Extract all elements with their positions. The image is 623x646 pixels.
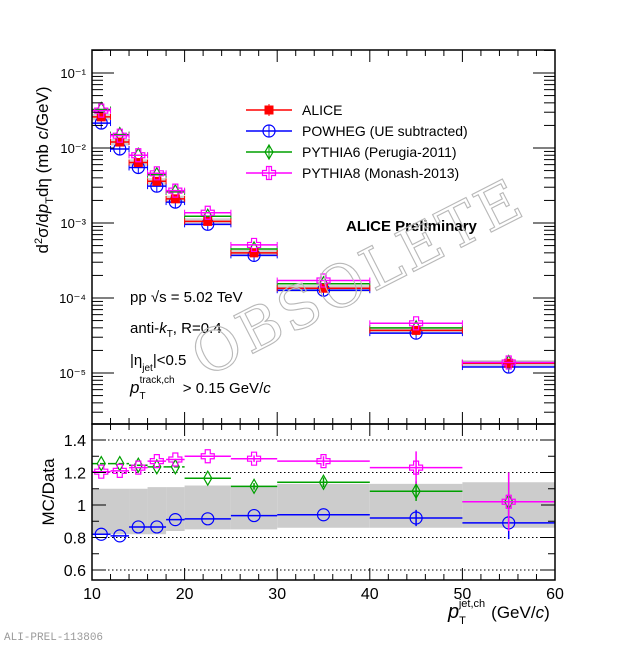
ratio-panel-frame <box>91 423 556 581</box>
pythia6-ratio-point <box>203 469 213 487</box>
pythia8-ratio-point <box>112 463 127 478</box>
legend-label: POWHEG (UE subtracted) <box>302 123 468 139</box>
legend-entry-pythia8: PYTHIA8 (Monash-2013) <box>246 165 459 181</box>
powheg-ratio-point <box>316 508 331 522</box>
x-tick-label: 40 <box>361 586 379 603</box>
pythia8-ratio-point <box>316 454 331 469</box>
x-tick-label: 10 <box>83 586 101 603</box>
pythia8-ratio-point <box>200 449 215 464</box>
powheg-ratio-point <box>131 520 145 534</box>
watermark-text: OBSOLETE <box>180 165 535 391</box>
ratio-panel: 10 20 30 40 50 60 0.6 0.8 1 1.2 1.4 MC/Data pTjet,ch… <box>39 423 564 627</box>
y-tick-label: 10⁻¹ <box>60 66 86 81</box>
pythia8-ratio-point <box>501 494 516 509</box>
powheg-ratio-point <box>201 512 215 526</box>
pythia8-ratio-point <box>94 464 109 479</box>
alice-preliminary-label: ALICE Preliminary <box>346 218 478 235</box>
legend-label: PYTHIA8 (Monash-2013) <box>302 165 459 181</box>
powheg-ratio-point <box>150 520 164 534</box>
legend-label: PYTHIA6 (Perugia-2011) <box>302 144 457 160</box>
y-axis-title: d2σ/dpTdη (mb c/GeV) <box>33 86 56 253</box>
pythia8-data-point <box>112 128 127 143</box>
x-tick-label: 20 <box>176 586 194 603</box>
pythia8-data-point <box>409 316 424 331</box>
annotation-algorithm: anti-kT, R=0.4 <box>130 320 222 340</box>
y-tick-label: 10⁻² <box>60 141 86 156</box>
annotation-track-cut: pTtrack,ch > 0.15 GeV/c <box>129 375 271 402</box>
powheg-ratio-point <box>247 508 261 523</box>
x-tick-label: 60 <box>546 586 564 603</box>
pythia8-ratio-point <box>409 460 424 475</box>
legend-marker <box>262 124 276 138</box>
legend-entry-powheg: POWHEG (UE subtracted) <box>246 123 468 139</box>
pythia8-data-point <box>501 355 516 370</box>
pythia8-data-point <box>131 148 146 163</box>
data-uncertainty-band <box>184 485 231 530</box>
y-tick-label: 1.2 <box>64 466 86 483</box>
annotation-eta-cut: |ηjet|<0.5 <box>130 352 186 374</box>
alice-data-point <box>133 158 143 168</box>
data-uncertainty-band <box>110 488 130 535</box>
alice-data-point <box>249 248 259 258</box>
y-tick-label: 0.8 <box>64 531 86 548</box>
figure-id: ALI-PREL-113806 <box>4 632 103 644</box>
x-tick-label: 50 <box>454 586 472 603</box>
alice-data-point <box>203 216 213 226</box>
alice-data-point <box>170 194 180 204</box>
pythia8-ratio-point <box>246 451 262 466</box>
pythia8-data-point <box>149 166 164 181</box>
pythia6-ratio-point <box>318 474 329 491</box>
pythia8-ratio-point <box>149 454 164 469</box>
y-tick-label: 1.4 <box>64 433 86 450</box>
pythia6-ratio-point <box>411 482 421 500</box>
y-tick-label: 0.6 <box>64 563 86 580</box>
ratio-axis-title: MC/Data <box>39 458 58 526</box>
legend-marker <box>264 143 274 161</box>
legend-marker <box>264 105 274 115</box>
legend-entry-pythia6: PYTHIA6 (Perugia-2011) <box>246 143 457 161</box>
pythia8-ratio-point <box>131 460 146 475</box>
powheg-ratio-point <box>168 513 182 527</box>
pythia8-data-point <box>200 205 215 220</box>
pythia8-ratio-point <box>168 452 183 467</box>
pythia6-ratio-point <box>96 455 106 472</box>
legend-entry-alice: ALICE <box>246 102 342 118</box>
pythia8-data-point <box>168 183 183 198</box>
data-uncertainty-band <box>92 488 111 535</box>
pythia8-data-point <box>94 103 109 118</box>
x-tick-label: 30 <box>268 586 286 603</box>
top-panel: 10⁻¹ 10⁻² 10⁻³ 10⁻⁴ 10⁻⁵ d2σ/dpTdη (mb c/GeV)… <box>33 49 556 425</box>
alice-data-point <box>319 283 328 293</box>
data-uncertainty-band <box>230 485 278 530</box>
data-uncertainty-band <box>166 487 185 531</box>
pythia8-data-point <box>246 237 262 253</box>
x-axis-title: pTjet,ch (GeV/c) <box>447 598 550 627</box>
annotation-collision: pp √s = 5.02 TeV <box>130 289 243 306</box>
y-tick-label: 10⁻⁴ <box>59 291 86 306</box>
obsolete-watermark: OBSOLETE <box>180 164 536 391</box>
y-tick-label: 1 <box>77 498 86 515</box>
legend-label: ALICE <box>302 102 342 118</box>
legend-marker <box>261 165 277 181</box>
y-tick-label: 10⁻⁵ <box>59 366 86 381</box>
pythia8-data-point <box>316 273 331 288</box>
alice-data-point <box>152 176 162 186</box>
powheg-ratio-point <box>409 511 423 525</box>
pythia6-ratio-point <box>249 478 259 495</box>
powheg-ratio-point <box>94 527 108 541</box>
y-tick-label: 10⁻³ <box>60 216 86 231</box>
powheg-ratio-point <box>113 529 127 543</box>
